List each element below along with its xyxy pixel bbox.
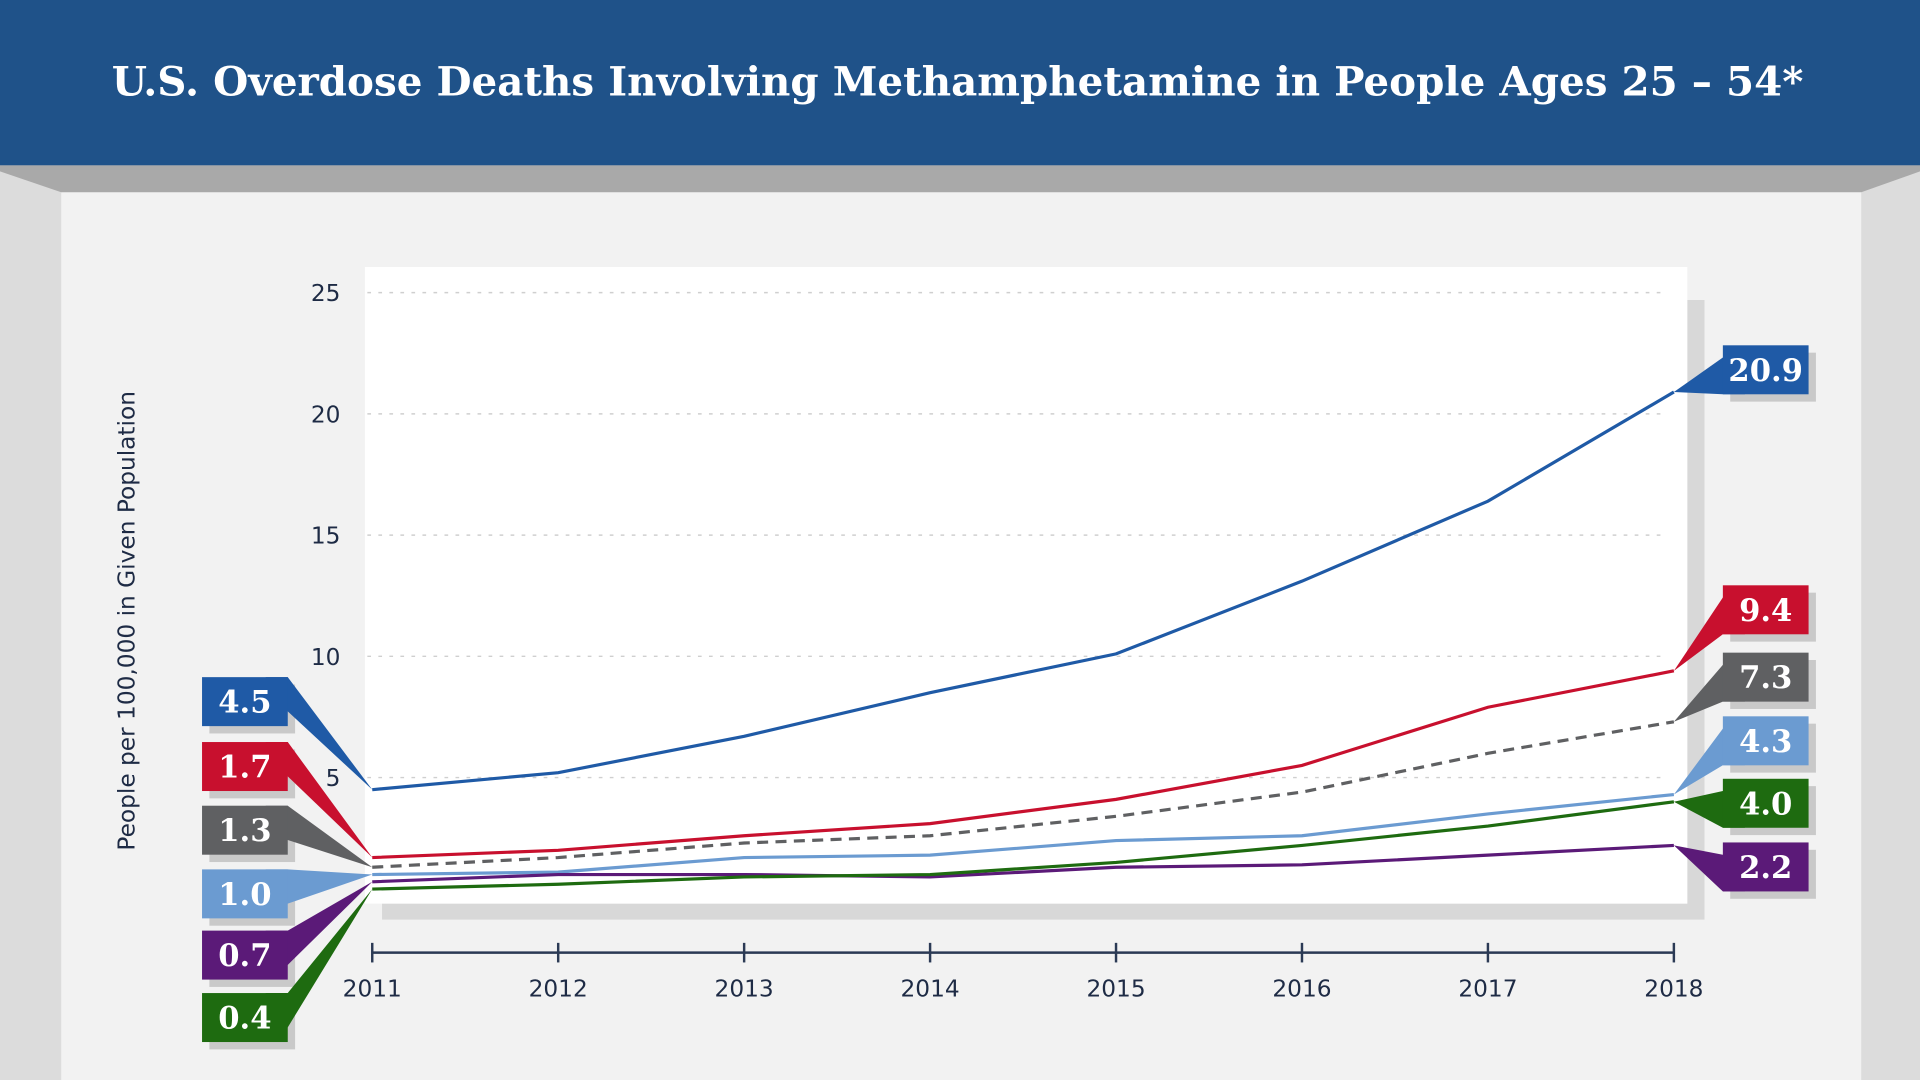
start-value-label: 1.3	[202, 805, 373, 868]
end-value-label: 7.3	[1673, 652, 1816, 722]
value-label-text: 4.5	[218, 685, 271, 721]
label-box	[202, 993, 288, 1043]
y-tick-label: 25	[311, 280, 341, 307]
label-box	[202, 677, 288, 727]
x-tick-label: 2015	[1086, 976, 1145, 1003]
end-value-label: 4.3	[1673, 716, 1816, 795]
value-label-text: 1.0	[218, 877, 271, 913]
callout-pointer	[265, 881, 373, 965]
y-tick-label: 20	[311, 401, 341, 428]
value-label-text: 1.3	[218, 813, 271, 849]
label-box	[1722, 652, 1809, 702]
y-tick-label: 15	[311, 523, 341, 550]
header-shadow-band	[0, 165, 1920, 193]
gridlines	[367, 291, 1666, 779]
callout-pointer	[265, 677, 373, 790]
series-line-5	[372, 800, 1675, 891]
x-tick-label: 2016	[1272, 976, 1331, 1003]
start-value-label: 0.4	[202, 889, 373, 1050]
start-value-label: 1.0	[202, 869, 373, 926]
label-box	[1722, 716, 1809, 766]
series-lines	[372, 390, 1675, 891]
series-line-3	[372, 792, 1675, 877]
x-tick-label: 2018	[1644, 976, 1703, 1003]
end-value-label: 20.9	[1673, 345, 1816, 402]
chart-title: U.S. Overdose Deaths Involving Methamphe…	[112, 58, 1804, 106]
callout-pointer	[265, 742, 373, 858]
value-label-text: 0.4	[218, 1001, 271, 1037]
series-line-0	[372, 390, 1675, 792]
start-value-label: 0.7	[202, 881, 373, 987]
start-value-label: 1.7	[202, 742, 373, 858]
y-tick-label: 5	[326, 765, 341, 792]
callout-pointer	[265, 889, 373, 1028]
y-axis-label: People per 100,000 in Given Population	[114, 391, 141, 851]
value-label-text: 7.3	[1739, 660, 1792, 696]
end-value-label: 9.4	[1673, 585, 1816, 671]
label-box	[202, 805, 288, 855]
value-label-text: 4.0	[1739, 786, 1792, 822]
label-box	[202, 742, 288, 792]
value-label-text: 9.4	[1739, 593, 1792, 629]
value-label-text: 0.7	[218, 938, 271, 974]
x-tick-label: 2012	[529, 976, 588, 1003]
callout-pointer	[265, 869, 373, 904]
series-line-1	[372, 669, 1675, 860]
value-label-text: 20.9	[1728, 353, 1803, 389]
start-value-label: 4.5	[202, 677, 373, 790]
value-label-text: 4.3	[1739, 724, 1792, 760]
value-label-text: 2.2	[1739, 850, 1792, 886]
label-box	[1722, 842, 1809, 892]
y-axis-ticks: 5 10 15 20 25	[311, 280, 341, 792]
end-value-label: 2.2	[1673, 842, 1816, 899]
label-box	[1722, 345, 1809, 395]
value-labels: 4.5 20.9 1.7 9.4 1.3 7.3 1.0 4.3 0.7 2.2 0.4 4.0	[202, 345, 1816, 1050]
x-tick-label: 2011	[343, 976, 402, 1003]
series-line-2	[372, 720, 1675, 869]
label-box	[1722, 778, 1809, 828]
callout-pointer	[265, 805, 373, 868]
label-box	[202, 930, 288, 980]
x-tick-label: 2013	[715, 976, 774, 1003]
label-box	[1722, 585, 1809, 635]
end-value-label: 4.0	[1673, 778, 1816, 836]
x-axis: 2011 2012 2013 2014 2015 2016 2017 2018	[343, 942, 1703, 1003]
plot-area	[364, 266, 1688, 904]
x-tick-label: 2014	[901, 976, 960, 1003]
label-box	[202, 869, 288, 919]
value-label-text: 1.7	[218, 750, 271, 786]
series-line-4	[372, 843, 1674, 884]
y-tick-label: 10	[311, 644, 341, 671]
x-tick-label: 2017	[1458, 976, 1517, 1003]
header-banner	[0, 0, 1920, 166]
